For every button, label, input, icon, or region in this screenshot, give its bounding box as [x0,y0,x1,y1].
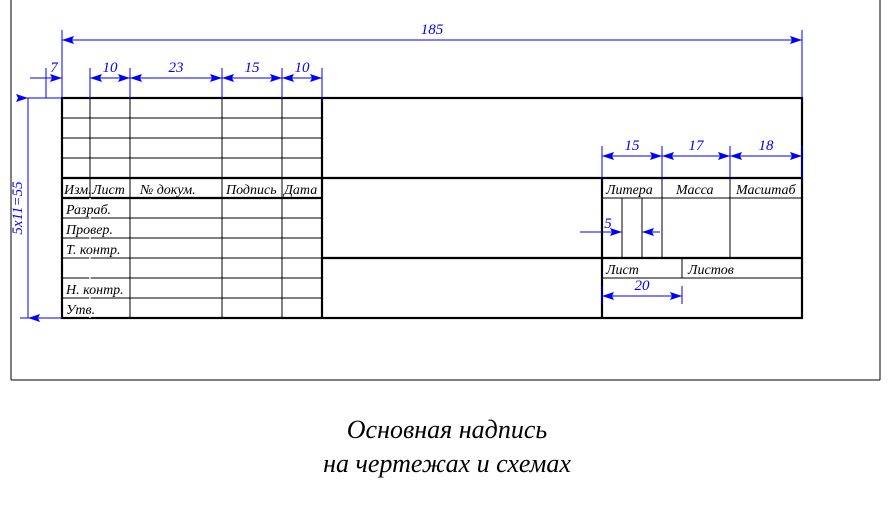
label-data: Дата [282,183,317,198]
label-listov: Листов [687,263,734,278]
label-nkontr: Н. контр. [65,283,124,298]
dim-23: 23 [169,60,184,76]
dim-10a: 10 [103,60,119,76]
dim-185: 185 [421,22,444,38]
dim-15a: 15 [245,60,261,76]
label-prover: Провер. [65,223,113,238]
diagram-svg: Изм. Лист № докум. Подпись Дата Разраб. … [0,0,895,516]
label-list: Лист [91,183,125,198]
dim-5: 5 [604,216,612,232]
dim-7: 7 [50,60,59,76]
dim-r17: 17 [689,138,706,154]
label-razrab: Разраб. [65,203,111,218]
technical-drawing: Изм. Лист № докум. Подпись Дата Разраб. … [0,0,895,516]
dim-20: 20 [635,278,651,294]
label-podpis: Подпись [225,183,277,198]
dim-5x11: 5х11=55 [10,181,26,235]
dim-r18: 18 [759,138,775,154]
label-ndoc: № докум. [139,183,196,198]
label-massa: Масса [675,183,714,198]
label-masshtab: Масштаб [735,183,797,198]
label-litera: Литера [605,183,653,198]
caption-line2: на чертежах и схемах [323,449,571,478]
label-list2: Лист [605,263,639,278]
titleblock-frame [62,98,802,318]
dim-r15: 15 [625,138,641,154]
caption-line1: Основная надпись [347,415,548,444]
label-utv: Утв. [66,303,95,318]
label-izm: Изм. [63,183,92,198]
dim-10b: 10 [295,60,311,76]
label-tkontr: Т. контр. [66,243,120,258]
